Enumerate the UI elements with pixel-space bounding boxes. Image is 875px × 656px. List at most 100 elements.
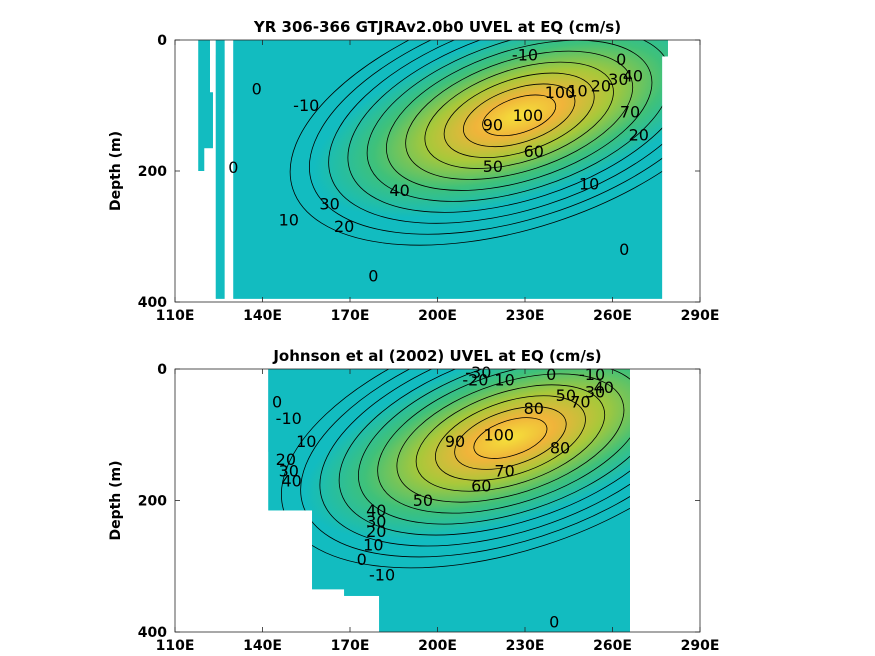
contour-label: 0	[616, 50, 626, 69]
contour-line	[309, 40, 668, 235]
y-tick-label: 400	[138, 625, 167, 641]
contour-label: 100	[545, 83, 576, 102]
contour-label: 10	[296, 432, 316, 451]
y-tick-label: 0	[157, 33, 167, 49]
contour-label: 0	[252, 80, 262, 99]
x-tick-label: 290E	[681, 308, 720, 324]
contour-label: 70	[620, 103, 640, 122]
contour-label: 80	[550, 438, 570, 457]
contour-line	[289, 40, 668, 246]
x-tick-label: 200E	[418, 308, 457, 324]
y-tick-label: 200	[138, 164, 167, 180]
y-tick-label: 0	[157, 362, 167, 378]
contour-label: 0	[549, 613, 559, 632]
chart-title: Johnson et al (2002) UVEL at EQ (cm/s)	[272, 347, 601, 365]
contour-line	[347, 40, 668, 213]
contour-line	[328, 40, 668, 224]
contour-label: 40	[366, 501, 386, 520]
y-tick-label: 200	[138, 494, 167, 510]
contour-label: 50	[556, 386, 576, 405]
chart-title: YR 306-366 GTJRAv2.0b0 UVEL at EQ (cm/s)	[253, 18, 621, 36]
contour-label: 0	[357, 550, 367, 569]
x-tick-label: 140E	[243, 638, 282, 654]
contour-line	[300, 369, 630, 558]
contour-label: 10	[494, 371, 514, 390]
colorfield	[198, 40, 668, 299]
contour-line	[462, 83, 576, 148]
contour-label: 0	[619, 240, 629, 259]
contour-line	[377, 369, 630, 514]
contour-line	[405, 50, 634, 180]
y-axis-label: Depth (m)	[108, 460, 124, 540]
contour-label: -10	[293, 96, 319, 115]
contour-lines	[281, 369, 630, 569]
contour-label: -20	[462, 371, 488, 390]
contour-label: 40	[623, 67, 643, 86]
x-tick-label: 290E	[681, 638, 720, 654]
x-tick-label: 110E	[156, 638, 195, 654]
contour-line	[434, 395, 586, 481]
contour-label: 30	[319, 194, 339, 213]
contour-label: 20	[591, 76, 611, 95]
contour-label: -10	[276, 409, 302, 428]
contour-label: 100	[513, 106, 544, 125]
contour-label: -10	[512, 46, 538, 65]
contour-label: -10	[579, 365, 605, 384]
contour-label: -30	[465, 363, 491, 382]
y-tick-label: 400	[138, 295, 167, 311]
contour-line	[357, 369, 630, 525]
contour-label: 90	[483, 116, 503, 135]
contour-label: -10	[369, 565, 395, 584]
contour-label: 40	[389, 181, 409, 200]
contour-line	[338, 369, 630, 536]
contour-label: 0	[368, 266, 378, 285]
contour-label: 40	[281, 471, 301, 490]
x-tick-label: 140E	[243, 308, 282, 324]
contour-line	[482, 94, 557, 137]
x-tick-label: 170E	[331, 638, 370, 654]
contour-line	[424, 61, 614, 169]
contour-label: 50	[413, 491, 433, 510]
contour-label: 20	[366, 522, 386, 541]
contour-label: 70	[570, 392, 590, 411]
contour-label: 100	[483, 425, 514, 444]
contour-label: 60	[524, 142, 544, 161]
contour-label: 0	[546, 365, 556, 384]
x-tick-label: 260E	[593, 308, 632, 324]
contour-label: 10	[567, 82, 587, 101]
contour-label: 20	[334, 217, 354, 236]
contour-line	[385, 40, 653, 191]
contour-label: 50	[483, 157, 503, 176]
contour-label: 90	[445, 432, 465, 451]
contour-label: 30	[608, 70, 628, 89]
colorfield	[268, 369, 630, 632]
contour-line	[396, 373, 625, 503]
contour-label: 20	[276, 450, 296, 469]
contour-line	[443, 72, 595, 158]
contour-line	[415, 384, 606, 492]
contour-label: 10	[579, 175, 599, 194]
contour-line	[319, 369, 630, 547]
x-tick-label: 110E	[156, 308, 195, 324]
contour-label: 80	[524, 399, 544, 418]
contour-label: 30	[279, 461, 299, 480]
contour-label: 0	[272, 392, 282, 411]
contour-line	[454, 406, 567, 470]
contour-label: 40	[594, 378, 614, 397]
contour-label: 30	[366, 512, 386, 531]
x-tick-label: 200E	[418, 638, 457, 654]
contour-line	[366, 40, 668, 202]
contour-label: 60	[471, 477, 491, 496]
x-tick-label: 230E	[506, 308, 545, 324]
x-tick-label: 170E	[331, 308, 370, 324]
y-axis-label: Depth (m)	[108, 131, 124, 211]
contour-line	[473, 417, 548, 459]
x-tick-label: 230E	[506, 638, 545, 654]
contour-label: 20	[629, 125, 649, 144]
contour-label: 10	[279, 211, 299, 230]
contour-label: 10	[363, 536, 383, 555]
x-tick-label: 260E	[593, 638, 632, 654]
